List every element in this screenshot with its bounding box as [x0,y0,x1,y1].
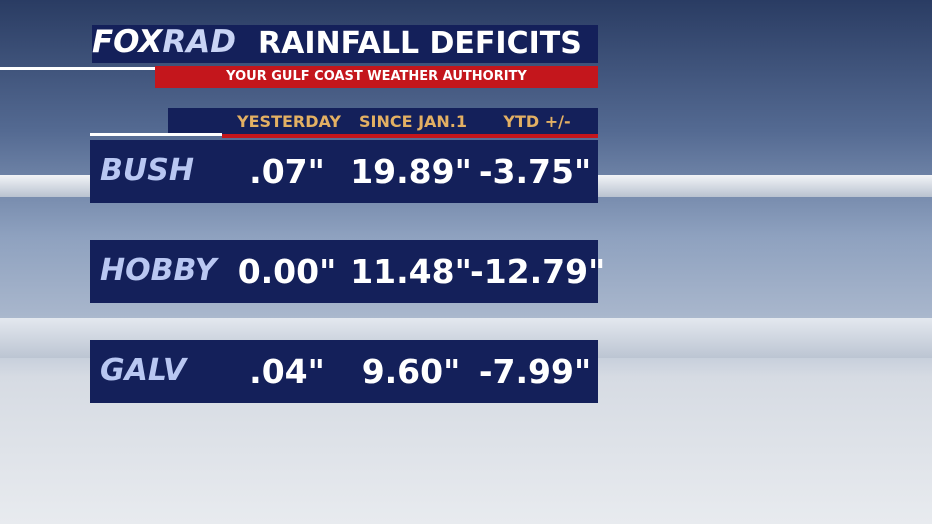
row-bar [90,140,598,203]
station-name: HOBBY [100,253,217,288]
column-header: YESTERDAY [237,112,341,131]
rule [90,133,222,136]
column-header: YTD +/- [503,112,571,131]
row-bar [90,340,598,403]
rain-value: -12.79" [470,252,606,291]
row-bar [90,240,598,303]
rain-value: 9.60" [361,352,461,391]
subtitle: YOUR GULF COAST WEATHER AUTHORITY [155,66,598,88]
station-name: BUSH [100,153,194,188]
title-bar [92,25,598,63]
logo-fox: FOX [92,24,163,60]
rain-value: .04" [249,352,325,391]
rain-value: -7.99" [478,352,592,391]
column-header: SINCE JAN.1 [358,112,468,131]
column-header-bar [168,108,598,135]
rain-value: 0.00" [237,252,337,291]
rain-value: .07" [249,152,325,191]
rule [222,134,598,138]
rule [0,67,155,70]
rain-value: -3.75" [478,152,592,191]
rain-value: 11.48" [350,252,472,291]
rain-value: 19.89" [350,152,472,191]
logo-rad: RAD [162,24,236,60]
title: RAINFALL DEFICITS [258,26,582,61]
station-name: GALV [100,353,187,388]
logo: FOXRAD [92,24,236,60]
